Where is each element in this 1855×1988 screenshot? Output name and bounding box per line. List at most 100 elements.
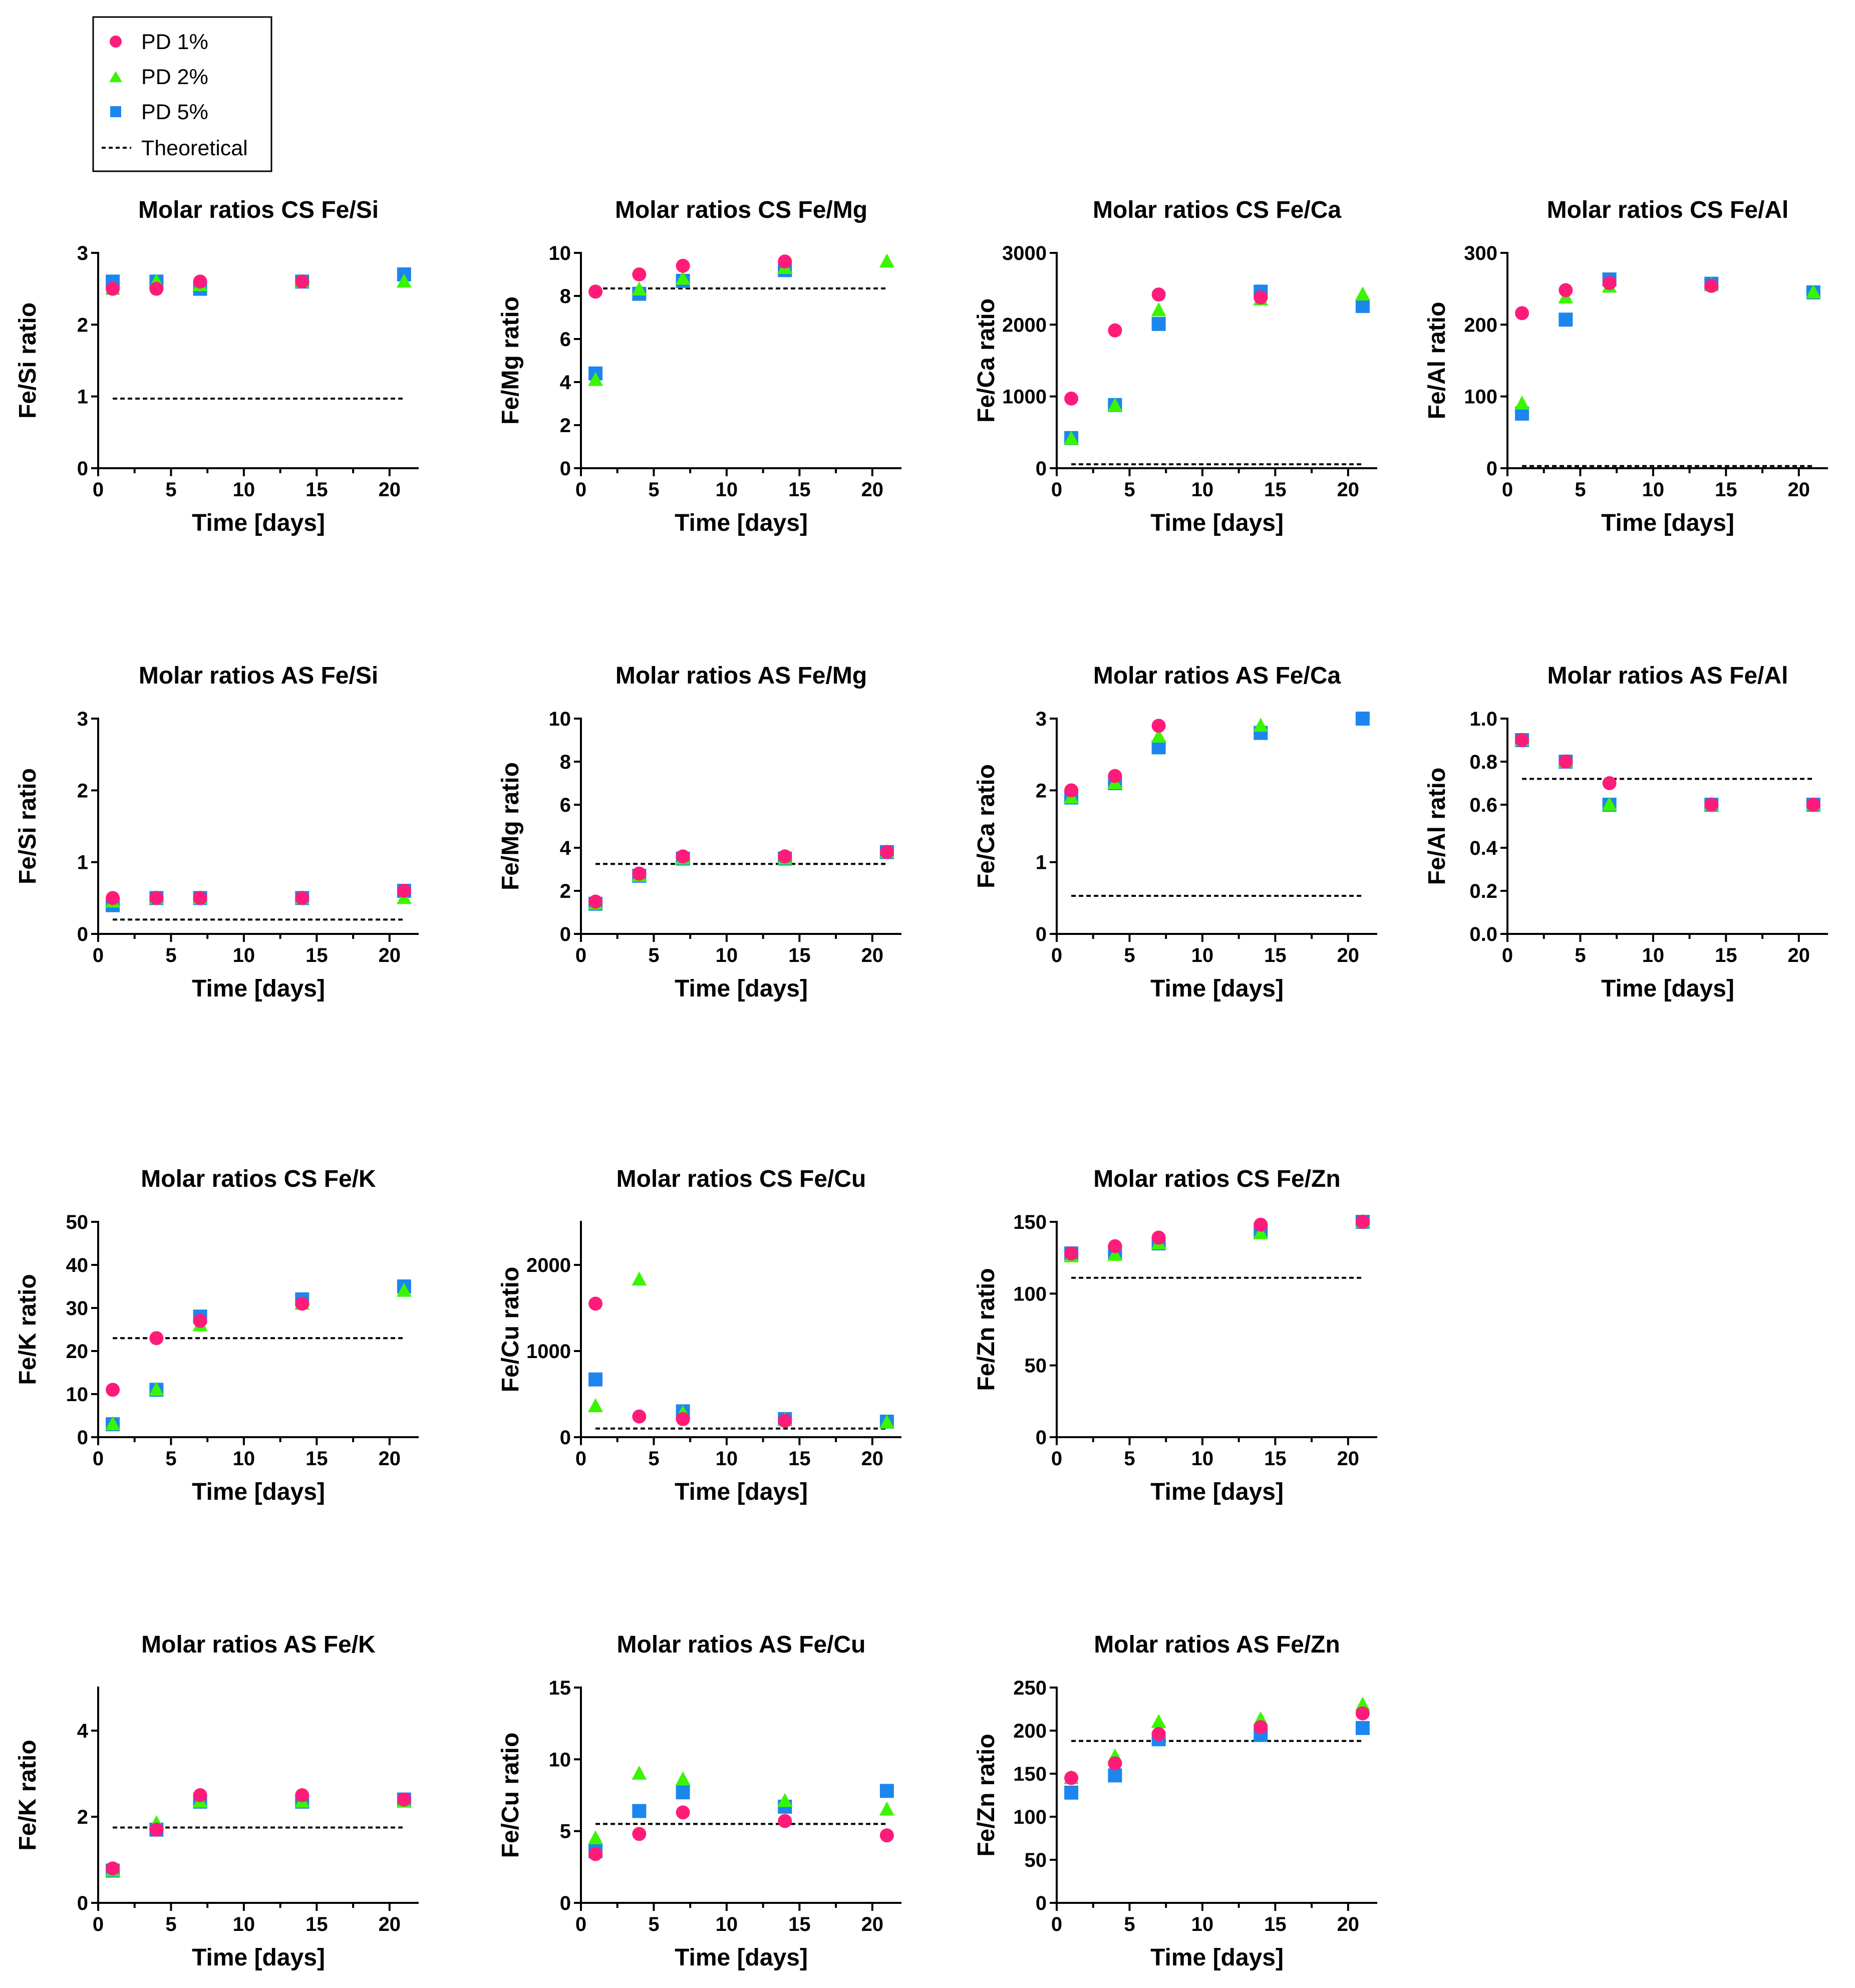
x-tick-label: 15: [788, 1448, 811, 1470]
x-axis-label: Time [days]: [675, 510, 808, 536]
x-tick-label: 0: [1051, 1448, 1062, 1470]
y-tick-label: 0: [560, 1892, 571, 1914]
data-point-pd2: [1514, 396, 1530, 410]
x-tick-label: 5: [165, 1913, 176, 1935]
chart-12: Molar ratios AS Fe/K 0 2 4 0 5 10 15 20 Time [day…: [15, 1631, 419, 1971]
y-axis-label: Fe/Si ratio: [15, 768, 41, 884]
y-tick-label: 0: [1036, 923, 1047, 945]
data-point-pd1: [1254, 1217, 1268, 1232]
y-tick-label: 0.4: [1469, 837, 1497, 859]
data-point-pd1: [1151, 719, 1166, 733]
data-point-pd5: [1151, 740, 1166, 755]
x-tick-label: 5: [648, 1913, 659, 1935]
x-tick-label: 15: [788, 479, 811, 501]
data-point-pd1: [1515, 733, 1529, 747]
x-axis-label: Time [days]: [1150, 510, 1284, 536]
chart-title: Molar ratios AS Fe/Cu: [617, 1631, 866, 1658]
data-point-pd2: [1253, 1225, 1269, 1239]
chart-7: Molar ratios AS Fe/Ca 0 1 2 3 0 5 10 15 20 Time [d…: [973, 662, 1377, 1002]
x-tick-label: 0: [93, 479, 104, 501]
x-tick-label: 20: [861, 479, 884, 501]
y-tick-label: 0.6: [1469, 794, 1497, 816]
legend-label-pd1: PD 1%: [141, 30, 208, 54]
x-axis-label: Time [days]: [192, 1944, 325, 1971]
data-point-pd1: [1559, 283, 1573, 297]
data-point-pd1: [1602, 776, 1617, 790]
y-tick-label: 1000: [1002, 386, 1047, 408]
y-tick-label: 100: [1013, 1283, 1047, 1305]
x-tick-label: 5: [1124, 944, 1135, 966]
data-point-pd2: [588, 1398, 603, 1413]
legend-label-pd2: PD 2%: [141, 65, 208, 89]
chart-8: Molar ratios AS Fe/Al 0.0 0.2 0.4 0.6 0.8 1.0 0…: [1424, 662, 1828, 1002]
y-axis-label: Fe/Ca ratio: [973, 298, 1000, 423]
data-point-pd1: [676, 849, 690, 864]
data-point-pd1: [1559, 755, 1573, 769]
data-point-pd5: [1355, 299, 1370, 313]
x-tick-label: 15: [1264, 944, 1287, 966]
x-axis-label: Time [days]: [675, 975, 808, 1002]
x-tick-label: 20: [1337, 1448, 1360, 1470]
y-tick-label: 0: [560, 923, 571, 945]
data-point-pd1: [778, 849, 792, 864]
data-point-pd2: [105, 1416, 121, 1431]
x-tick-label: 10: [233, 479, 255, 501]
y-tick-label: 3: [77, 242, 88, 264]
y-tick-label: 0: [1486, 458, 1497, 480]
y-tick-label: 2: [560, 880, 571, 902]
x-tick-label: 20: [1788, 479, 1810, 501]
y-tick-label: 2: [77, 1806, 88, 1828]
data-point-pd1: [632, 1827, 647, 1841]
y-axis-label: Fe/Al ratio: [1424, 768, 1450, 885]
data-point-pd1: [632, 267, 647, 281]
y-tick-label: 0: [77, 1427, 88, 1449]
data-point-pd2: [1151, 1714, 1166, 1728]
y-axis-label: Fe/Si ratio: [15, 302, 41, 419]
chart-title: Molar ratios AS Fe/Al: [1548, 662, 1788, 689]
y-tick-label: 1: [1036, 852, 1047, 874]
x-tick-label: 20: [1337, 1913, 1360, 1935]
chart-6: Molar ratios AS Fe/Mg 0 2 4 6 8 10 0 5 10 15 20 Time…: [497, 662, 901, 1002]
data-point-pd1: [106, 281, 120, 296]
y-tick-label: 2: [77, 780, 88, 802]
y-tick-label: 0: [77, 923, 88, 945]
x-tick-label: 20: [861, 944, 884, 966]
data-point-pd2: [777, 1793, 793, 1807]
x-tick-label: 0: [1051, 479, 1062, 501]
x-tick-label: 10: [1191, 944, 1214, 966]
chart-10: Molar ratios CS Fe/Cu 0 1000 2000 0 5 10 15 20 Ti…: [497, 1166, 901, 1505]
data-point-pd2: [1151, 728, 1166, 743]
data-point-pd5: [1108, 1768, 1122, 1783]
data-point-pd1: [1355, 1215, 1370, 1229]
data-point-pd2: [149, 1382, 164, 1396]
x-tick-label: 5: [1124, 1448, 1135, 1470]
x-axis-label: Time [days]: [192, 510, 325, 536]
data-point-pd1: [295, 1296, 310, 1311]
x-tick-label: 0: [1502, 944, 1513, 966]
data-point-pd2: [632, 1271, 647, 1286]
data-point-pd1: [1064, 1771, 1079, 1785]
x-tick-label: 20: [379, 1448, 401, 1470]
data-point-pd2: [879, 253, 894, 268]
x-tick-label: 20: [1337, 944, 1360, 966]
chart-title: Molar ratios AS Fe/Zn: [1094, 1631, 1340, 1658]
x-tick-label: 10: [233, 1913, 255, 1935]
chart-title: Molar ratios AS Fe/K: [141, 1631, 376, 1658]
y-tick-label: 2: [560, 415, 571, 437]
data-point-pd1: [778, 254, 792, 269]
x-axis-label: Time [days]: [675, 1944, 808, 1971]
y-tick-label: 10: [549, 242, 571, 264]
y-tick-label: 300: [1464, 242, 1497, 264]
x-tick-label: 5: [648, 944, 659, 966]
data-point-pd1: [588, 1296, 603, 1311]
data-point-pd5: [1559, 312, 1573, 327]
x-tick-label: 10: [1642, 479, 1665, 501]
chart-title: Molar ratios CS Fe/Cu: [616, 1166, 866, 1192]
x-tick-label: 15: [305, 479, 328, 501]
y-tick-label: 0.8: [1469, 751, 1497, 773]
data-point-pd1: [106, 1383, 120, 1397]
data-point-pd2: [675, 1771, 691, 1786]
chart-title: Molar ratios CS Fe/Ca: [1093, 197, 1341, 223]
y-tick-label: 2000: [1002, 314, 1047, 336]
